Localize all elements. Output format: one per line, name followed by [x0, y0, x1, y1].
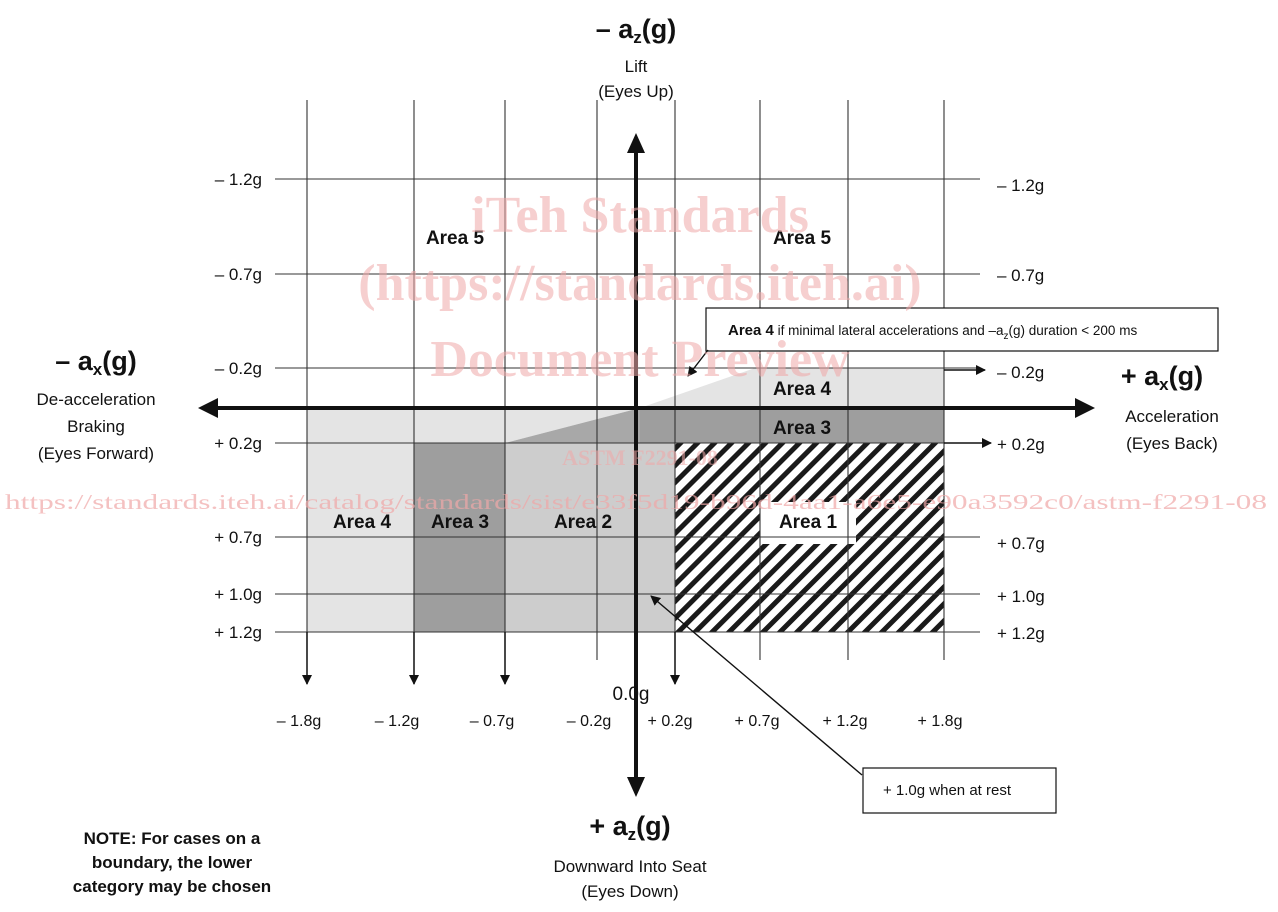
z-tick-left: + 1.2g [214, 623, 262, 642]
x-tick: – 0.7g [470, 713, 514, 730]
z-tick-right: – 1.2g [997, 176, 1044, 195]
callout-area4: Area 4 if minimal lateral accelerations … [687, 307, 1219, 377]
area4-right-label: Area 4 [773, 379, 832, 400]
main-axes [198, 133, 1095, 797]
z-tick-right: + 1.0g [997, 587, 1045, 606]
z-tick-right: + 1.2g [997, 624, 1045, 643]
z-axis-bottom-arrow [627, 777, 645, 797]
area4-left-label: Area 4 [333, 512, 392, 533]
bottom-axis-line2: (Eyes Down) [581, 882, 678, 901]
x-tick: – 1.2g [375, 713, 419, 730]
left-axis-symbol: – ax(g) [55, 346, 137, 379]
left-axis-title: – ax(g) De-acceleration Braking (Eyes Fo… [36, 346, 155, 463]
right-edge-arrows [944, 365, 992, 448]
right-axis-line1: Acceleration [1125, 407, 1219, 426]
z-tick-right: – 0.7g [997, 266, 1044, 285]
x-tick: + 1.2g [823, 713, 868, 730]
origin-label: 0.0g [613, 684, 650, 705]
x-axis-right-arrow [1075, 398, 1095, 418]
z-tick-left: – 0.2g [215, 359, 262, 378]
z-tick-left: – 1.2g [215, 170, 262, 189]
area3-right-label: Area 3 [773, 418, 831, 439]
watermark-line1: iTeh Standards [471, 187, 809, 244]
wedge-region [505, 408, 640, 443]
watermark: iTeh Standards (https://standards.iteh.a… [5, 187, 1267, 514]
right-axis-symbol: + ax(g) [1121, 361, 1203, 394]
note-line1: NOTE: For cases on a [84, 829, 261, 848]
top-axis-line1: Lift [625, 57, 648, 76]
tick-drop-arrows [302, 632, 680, 685]
z-tick-right: + 0.7g [997, 534, 1045, 553]
area3-left-label: Area 3 [431, 512, 489, 533]
x-axis-left-arrow [198, 398, 218, 418]
area5-right-label: Area 5 [773, 228, 832, 249]
left-axis-line3: (Eyes Forward) [38, 444, 154, 463]
bottom-axis-title: + az(g) Downward Into Seat (Eyes Down) [553, 811, 706, 901]
watermark-line2: (https://standards.iteh.ai) [358, 255, 921, 312]
left-axis-line2: Braking [67, 417, 125, 436]
bottom-axis-line1: Downward Into Seat [553, 857, 706, 876]
x-tick: + 0.2g [648, 713, 693, 730]
x-tick: + 0.7g [735, 713, 780, 730]
z-tick-left: + 0.2g [214, 434, 262, 453]
watermark-url: https://standards.iteh.ai/catalog/standa… [5, 490, 1267, 514]
callout-rest-text: + 1.0g when at rest [883, 782, 1012, 799]
z-tick-left: + 1.0g [214, 585, 262, 604]
note-line2: boundary, the lower [92, 853, 253, 872]
bottom-axis-symbol: + az(g) [589, 811, 670, 844]
x-tick: – 0.2g [567, 713, 611, 730]
right-axis-title: + ax(g) Acceleration (Eyes Back) [1121, 361, 1219, 453]
watermark-line3: Document Preview [430, 331, 850, 388]
callout-area4-text: Area 4 if minimal lateral accelerations … [728, 322, 1137, 342]
x-tick: – 1.8g [277, 713, 321, 730]
z-tick-left: + 0.7g [214, 528, 262, 547]
area3-right-region [640, 408, 944, 443]
top-axis-symbol: – az(g) [596, 14, 677, 47]
z-tick-left: – 0.7g [215, 265, 262, 284]
area5-left-label: Area 5 [426, 228, 485, 249]
note-line3: category may be chosen [73, 877, 271, 896]
z-tick-right: + 0.2g [997, 435, 1045, 454]
x-ticks: – 1.8g – 1.2g – 0.7g – 0.2g + 0.2g + 0.7… [277, 713, 963, 730]
area1-label: Area 1 [779, 512, 838, 533]
area4-right-region [640, 368, 944, 408]
watermark-line4: ASTM F2291-08 [562, 445, 718, 470]
area2-label: Area 2 [554, 512, 612, 533]
x-tick: + 1.8g [918, 713, 963, 730]
callout-rest: + 1.0g when at rest [650, 595, 1057, 814]
note-block: NOTE: For cases on a boundary, the lower… [73, 829, 271, 896]
z-ticks-left: – 1.2g – 0.7g – 0.2g + 0.2g + 0.7g + 1.0… [214, 170, 262, 642]
grid [275, 100, 980, 660]
left-axis-line1: De-acceleration [36, 390, 155, 409]
z-tick-right: – 0.2g [997, 363, 1044, 382]
z-axis-top-arrow [627, 133, 645, 153]
right-axis-line2: (Eyes Back) [1126, 434, 1218, 453]
top-axis-line2: (Eyes Up) [598, 82, 674, 101]
area-labels: Area 5 Area 5 Area 4 Area 3 Area 4 Area … [333, 228, 838, 533]
z-ticks-right: – 1.2g – 0.7g – 0.2g + 0.2g + 0.7g + 1.0… [997, 176, 1045, 643]
top-axis-title: – az(g) Lift (Eyes Up) [596, 14, 677, 101]
